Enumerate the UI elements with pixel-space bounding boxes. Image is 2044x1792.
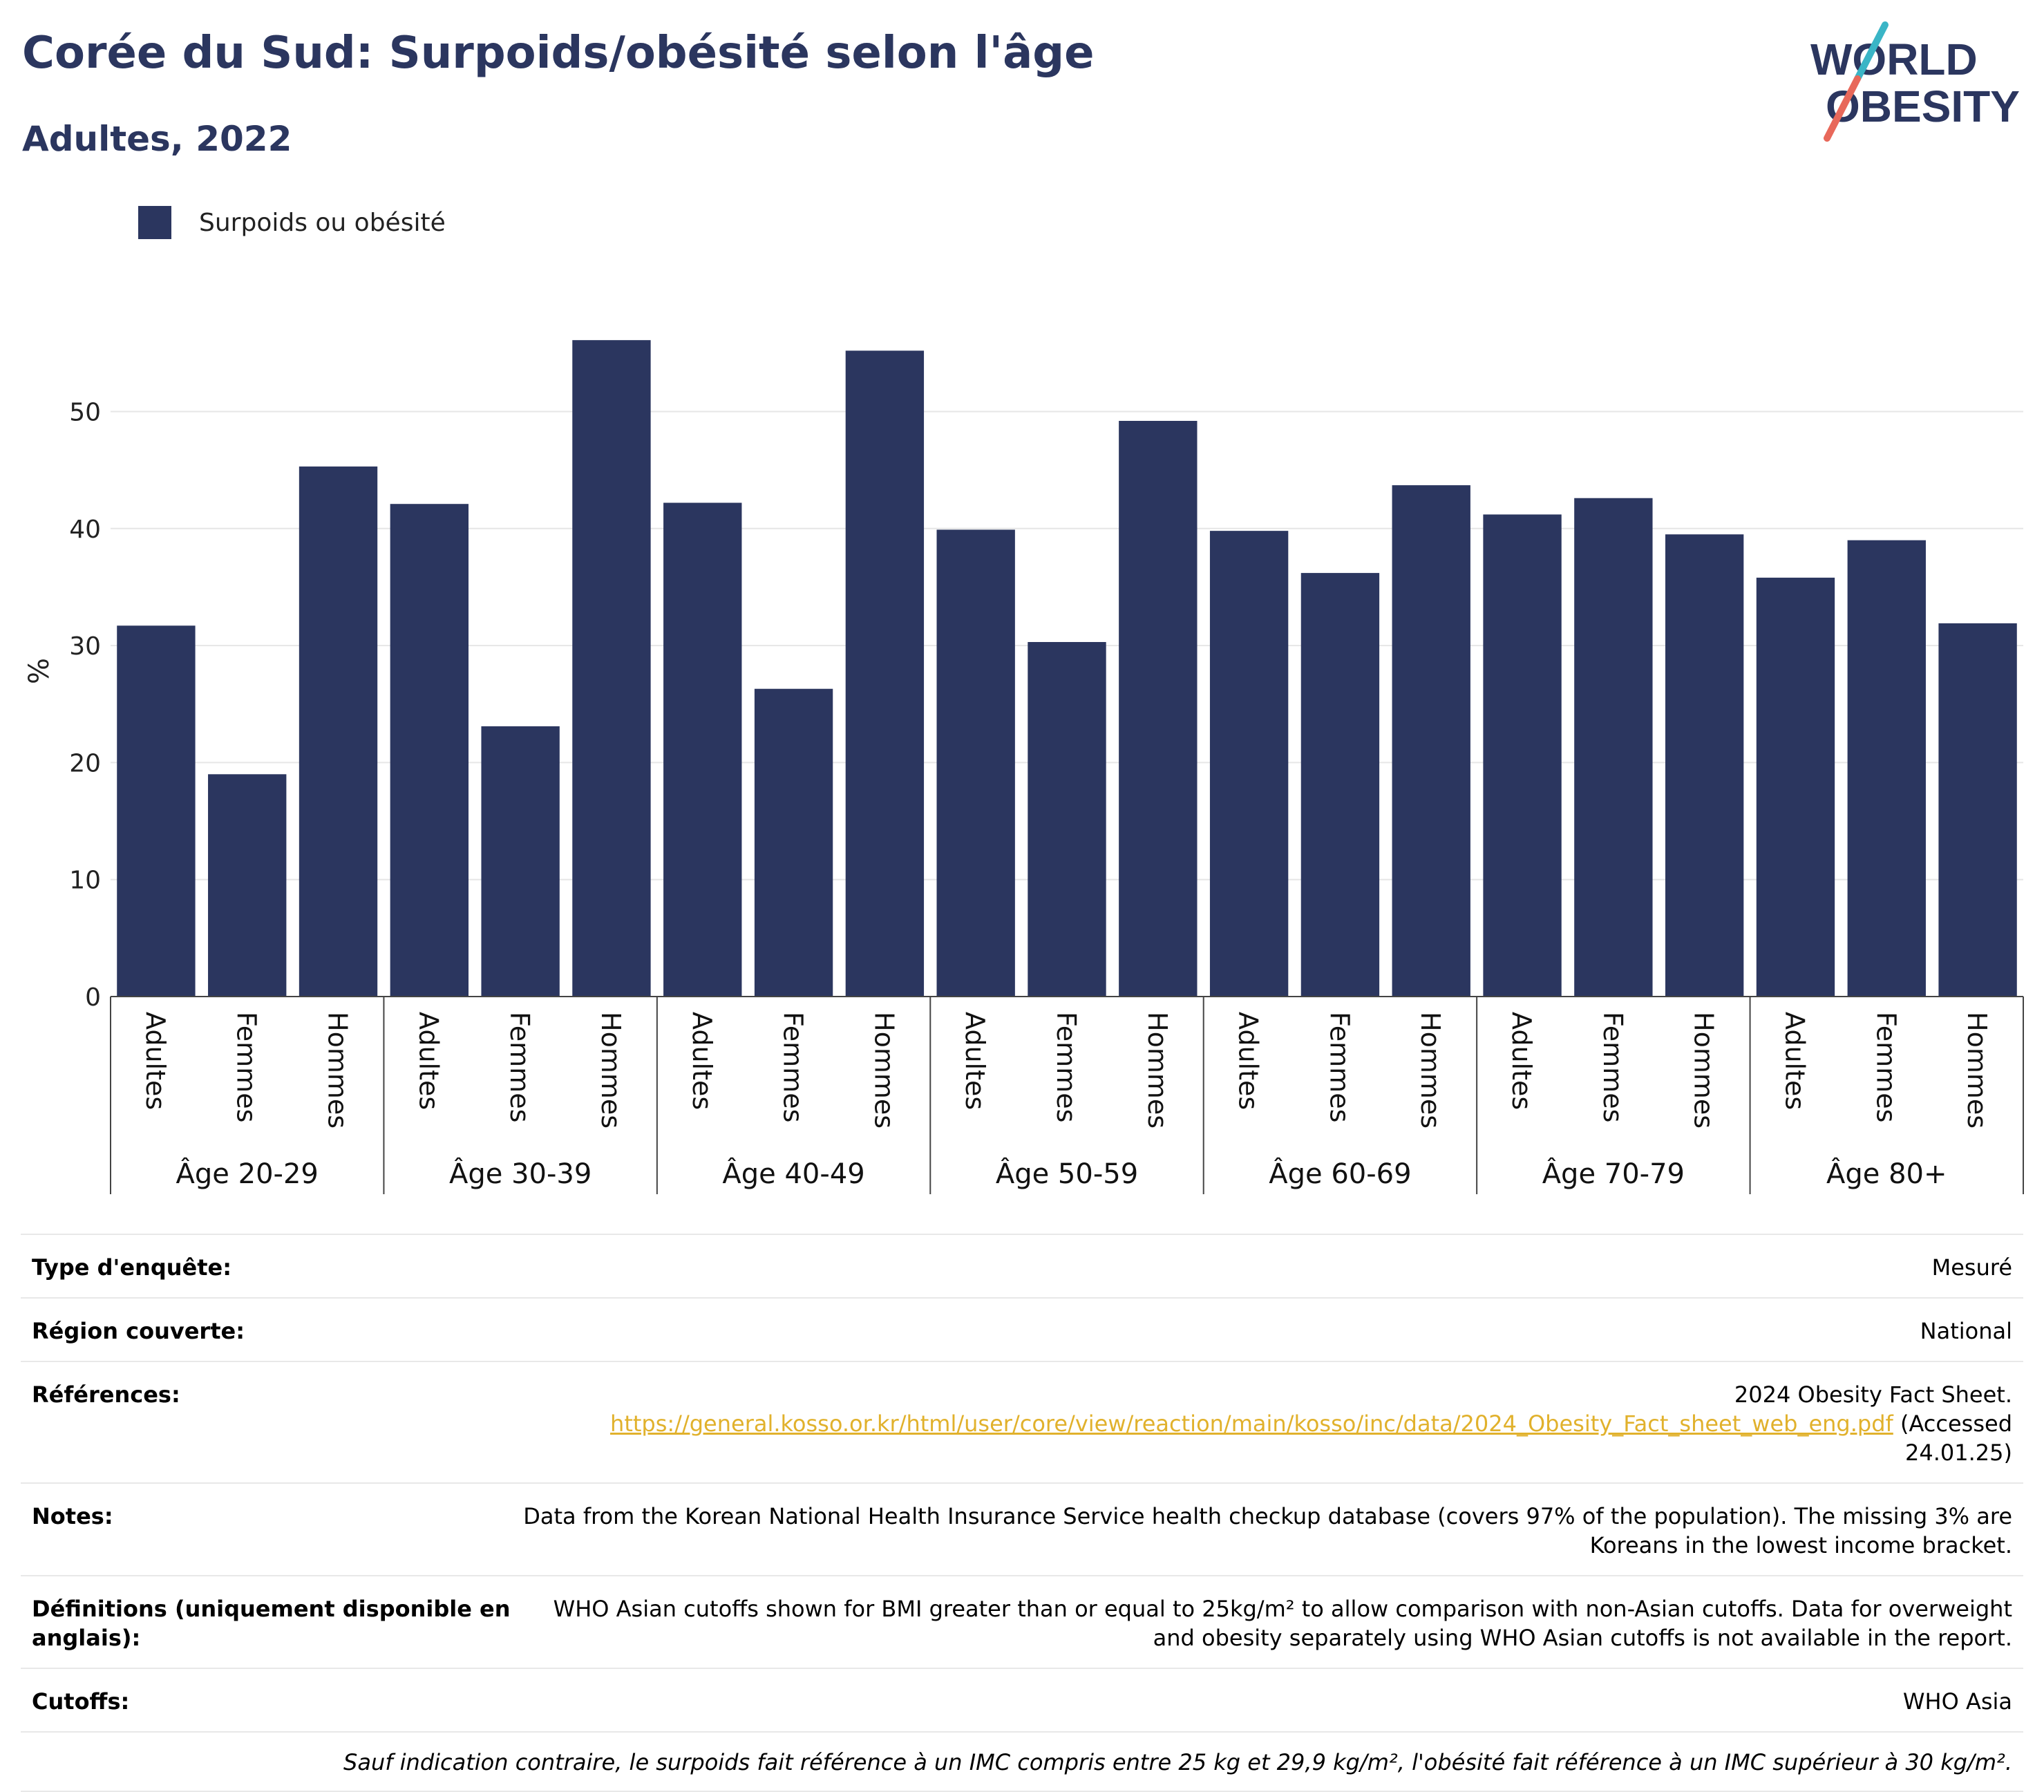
x-category-label: Hommes: [1142, 1012, 1173, 1129]
bar: [1574, 498, 1653, 997]
y-tick-label: 0: [85, 983, 101, 1012]
x-group-label: Âge 20-29: [176, 1157, 319, 1190]
reference-title: 2024 Obesity Fact Sheet.: [1734, 1381, 2012, 1408]
x-category-label: Femmes: [231, 1012, 262, 1122]
bar: [481, 726, 560, 997]
x-category-label: Hommes: [1689, 1012, 1719, 1129]
x-category-label: Femmes: [1051, 1012, 1081, 1122]
x-group-label: Âge 80+: [1826, 1157, 1947, 1190]
x-category-label: Femmes: [504, 1012, 535, 1122]
bar: [663, 502, 742, 997]
x-category-label: Femmes: [778, 1012, 808, 1122]
info-value: 2024 Obesity Fact Sheet. https://general…: [515, 1380, 2012, 1467]
x-category-label: Adultes: [140, 1012, 171, 1110]
bar: [936, 529, 1015, 997]
x-category-label: Femmes: [1871, 1012, 1901, 1122]
info-row-references: Références: 2024 Obesity Fact Sheet. htt…: [21, 1361, 2023, 1482]
y-tick-label: 40: [69, 516, 101, 544]
x-group-label: Âge 50-59: [996, 1157, 1138, 1190]
info-row-definitions: Définitions (uniquement disponible en an…: [21, 1575, 2023, 1668]
x-category-label: Adultes: [1233, 1012, 1264, 1110]
info-value: Data from the Korean National Health Ins…: [523, 1503, 2012, 1558]
info-label: Cutoffs:: [32, 1688, 130, 1715]
logo-line2: OBESITY: [1826, 82, 2020, 131]
logo-line1: WORLD: [1810, 35, 1978, 84]
x-group-label: Âge 60-69: [1269, 1157, 1411, 1190]
x-group-label: Âge 30-39: [449, 1157, 592, 1190]
y-tick-label: 10: [69, 867, 101, 895]
footnote: Sauf indication contraire, le surpoids f…: [21, 1731, 2023, 1792]
x-category-label: Hommes: [596, 1012, 626, 1129]
bar: [1938, 623, 2017, 997]
x-category-label: Hommes: [869, 1012, 899, 1129]
x-category-label: Femmes: [1598, 1012, 1628, 1122]
bar: [1300, 573, 1380, 997]
bar: [845, 350, 925, 997]
x-category-label: Adultes: [413, 1012, 444, 1110]
bar: [1119, 420, 1198, 997]
bar: [1209, 531, 1289, 997]
bar: [208, 774, 287, 997]
page-subtitle: Adultes, 2022: [22, 119, 292, 159]
bar: [572, 340, 651, 997]
info-label: Références:: [32, 1381, 180, 1408]
info-label: Notes:: [32, 1503, 113, 1529]
bar: [1028, 641, 1106, 997]
bars: [117, 340, 2017, 997]
info-row-notes: Notes: Data from the Korean National Hea…: [21, 1482, 2023, 1575]
bar: [1392, 485, 1470, 997]
info-value: WHO Asian cutoffs shown for BMI greater …: [553, 1596, 2012, 1651]
x-category-label: Hommes: [1962, 1012, 1992, 1129]
y-axis-label: %: [23, 658, 55, 684]
page-title: Corée du Sud: Surpoids/obésité selon l'â…: [22, 28, 1095, 79]
bar: [390, 504, 469, 997]
bar: [754, 688, 833, 997]
bar: [1665, 534, 1744, 997]
x-group-label: Âge 40-49: [722, 1157, 864, 1190]
info-row-survey-type: Type d'enquête: Mesuré: [21, 1234, 2023, 1297]
info-label: Région couverte:: [32, 1318, 245, 1344]
x-category-label: Adultes: [1779, 1012, 1810, 1110]
bar: [1756, 577, 1835, 997]
bar: [117, 625, 196, 997]
bar: [1847, 540, 1926, 997]
y-axis: 0 10 20 30 40 50%: [23, 398, 101, 1012]
x-category-label: Adultes: [960, 1012, 990, 1110]
info-row-cutoffs: Cutoffs: WHO Asia: [21, 1668, 2023, 1731]
reference-link[interactable]: https://general.kosso.or.kr/html/user/co…: [610, 1411, 1893, 1437]
x-category-label: Femmes: [1324, 1012, 1354, 1122]
y-tick-label: 20: [69, 749, 101, 777]
bar: [299, 466, 378, 997]
info-row-region: Région couverte: National: [21, 1297, 2023, 1361]
info-label: Définitions (uniquement disponible en an…: [32, 1596, 511, 1651]
y-tick-label: 30: [69, 632, 101, 661]
world-obesity-logo: WORLD OBESITY: [1810, 21, 2020, 142]
info-value: WHO Asia: [1902, 1688, 2012, 1715]
legend-label: Surpoids ou obésité: [199, 208, 446, 237]
info-value: National: [1920, 1318, 2012, 1344]
legend-swatch: [138, 206, 171, 239]
x-category-label: Adultes: [1506, 1012, 1537, 1110]
legend[interactable]: Surpoids ou obésité: [138, 206, 446, 239]
bar: [1483, 514, 1562, 997]
x-category-label: Hommes: [323, 1012, 353, 1129]
info-label: Type d'enquête:: [32, 1254, 232, 1281]
info-table: Type d'enquête: Mesuré Région couverte: …: [21, 1234, 2023, 1792]
reference-accessed: (Accessed 24.01.25): [1893, 1411, 2012, 1466]
info-value: Mesuré: [1931, 1254, 2012, 1281]
x-group-label: Âge 70-79: [1542, 1157, 1685, 1190]
x-category-label: Adultes: [687, 1012, 717, 1110]
x-category-label: Hommes: [1415, 1012, 1446, 1129]
y-tick-label: 50: [69, 398, 101, 426]
